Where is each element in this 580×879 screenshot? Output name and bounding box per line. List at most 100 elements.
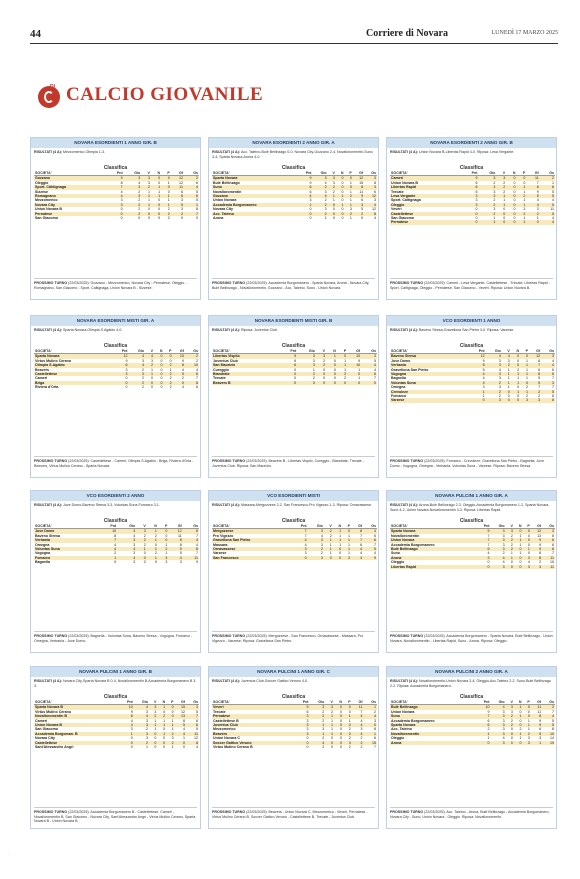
table-cell: Union Novara [390,538,476,543]
table-cell: 6 [374,533,376,538]
panel-title: NOVARA ESORDIENTI 2 ANNO GIR. B [387,138,556,148]
table-cell: 10 [542,740,555,746]
table-cell: 0 [361,380,377,386]
newspaper-name: Corriere di Novara [365,28,448,39]
table-cell: 3 [141,175,151,181]
table-cell: 2 [510,533,513,538]
table-cell: 3 [342,555,351,561]
table-cell: 7 [552,551,554,556]
table-cell: 2 [503,189,506,194]
table-cell: 2 [510,542,513,547]
table-cell: 0 [166,714,175,719]
table-cell: 0 [165,533,168,538]
table-cell: 2 [478,202,497,208]
table-cell: 5 [538,376,541,381]
column-header: SOCIETA' [34,524,99,530]
table-cell: 0 [278,372,298,377]
table-cell: Cameri [35,718,48,723]
table-cell: 3 [360,727,363,732]
table-cell: 3 [490,731,506,737]
table-cell: 0 [340,709,343,714]
table-cell: 3 [461,202,479,208]
table-row: Baveno Stresa 8 4 2 2 0 11 7 [34,534,199,538]
panel-title: NOVARA PULCINI 2 ANNO GIR. A [387,667,556,677]
table-cell: Libertas Rapid [390,564,476,570]
standings-table: SOCIETA' Pnt Gio V N P Gf Gs Baveno Stresa 12 4 4 0 0… [390,349,555,403]
table-row: Sport. Cähtignaga 7 3 2 1 0 11 4 [34,185,199,190]
table-cell: 3 [179,560,182,565]
table-cell: 0 [160,367,163,372]
table-cell: 0 [330,736,333,741]
table-cell: 10 [118,704,134,710]
table-cell: Accademia Borgomanero [391,718,435,723]
table-cell: 2 [146,727,148,732]
table-cell: 0 [519,560,522,565]
table-cell: 3 [133,560,136,565]
table-row: Beavers 3 1 1 0 0 4 1 [212,731,377,737]
table-cell: 4 [536,198,539,203]
table-cell: 6 [552,533,554,538]
panel-title: VCO ESORDIENTI MISTI [209,491,378,501]
table-cell: 1 [363,731,377,737]
table-cell: 4 [360,718,363,723]
table-cell: 0 [510,363,521,368]
standings-panel: NOVARA PULCINI 2 ANNO GIR. A RISULTATI (4… [386,666,557,829]
table-cell: 9 [196,560,198,565]
table-row: Cameri 0 2 0 0 2 2 7 [34,376,199,380]
table-cell: 3 [352,202,365,208]
table-cell: Baveno Stresa [390,353,470,359]
table-cell: 1 [519,551,522,556]
table-cell: 2 [485,380,502,386]
column-header: SOCIETA' [390,171,462,177]
table-cell: 1 [335,194,345,199]
column-header: Gs [183,171,199,177]
table-cell: 5 [552,718,554,723]
table-cell: 1 [526,376,528,381]
table-cell: Libertas Rapid [390,185,462,190]
results-label: RISULTATI (4 A): [212,679,242,683]
column-header: N [150,171,162,177]
table-cell: 0 [120,216,123,221]
column-header: Pnt [475,524,491,530]
table-cell: 4 [114,542,117,547]
table-cell: 5 [539,202,555,208]
table-cell: 7 [536,180,539,185]
table-cell: 4 [324,180,327,185]
column-header: V [315,349,327,355]
table-cell: 3 [485,398,502,403]
table-cell: 3 [493,207,496,212]
table-cell: Suno [212,185,298,190]
table-cell: 8 [352,185,365,190]
column-header: Gs [363,700,377,706]
results-label: RISULTATI (4 A): [212,150,242,154]
table-cell: 2 [374,709,376,714]
table-cell: 3 [123,175,142,181]
table-cell: 10 [347,363,362,368]
table-cell: 2 [323,358,326,363]
table-cell: Suno [390,714,476,719]
classifica-heading: Classifica [281,165,306,171]
table-cell: 3 [374,718,376,723]
classifica-heading: Classifica [281,343,306,349]
table-row: Accademia Borgomanero 7 3 2 1 0 9 6 [390,543,555,547]
table-cell: 0 [294,740,310,746]
table-cell: 1 [158,189,161,194]
table-cell: 0 [167,189,170,194]
table-cell: 0 [333,740,344,746]
column-header: Gio [490,524,506,530]
results-label: RISULTATI (4 A): [390,328,420,332]
next-round-label: PROSSIMO TURNO [390,459,425,463]
table-row: Sparta Novara 6 3 2 0 1 9 5 [390,723,555,728]
table-cell: 0 [154,380,164,386]
table-cell: 1 [523,216,526,221]
table-row: Fomarco 1 4 0 1 3 4 11 [34,555,199,561]
table-cell: 1 [146,538,158,543]
table-row: Pernatese 0 2 0 0 2 2 7 [34,211,199,217]
table-row: Arona 3 4 1 0 3 8 11 [390,555,555,561]
table-cell: Sparta Novara [34,353,113,359]
table-cell: Beavers [35,367,49,372]
table-row: Trecate 6 3 2 0 1 9 5 [390,190,555,194]
table-cell: Mergozzese [212,528,292,534]
table-cell: Cureggio [213,367,229,372]
table-cell: 9 [539,542,542,547]
